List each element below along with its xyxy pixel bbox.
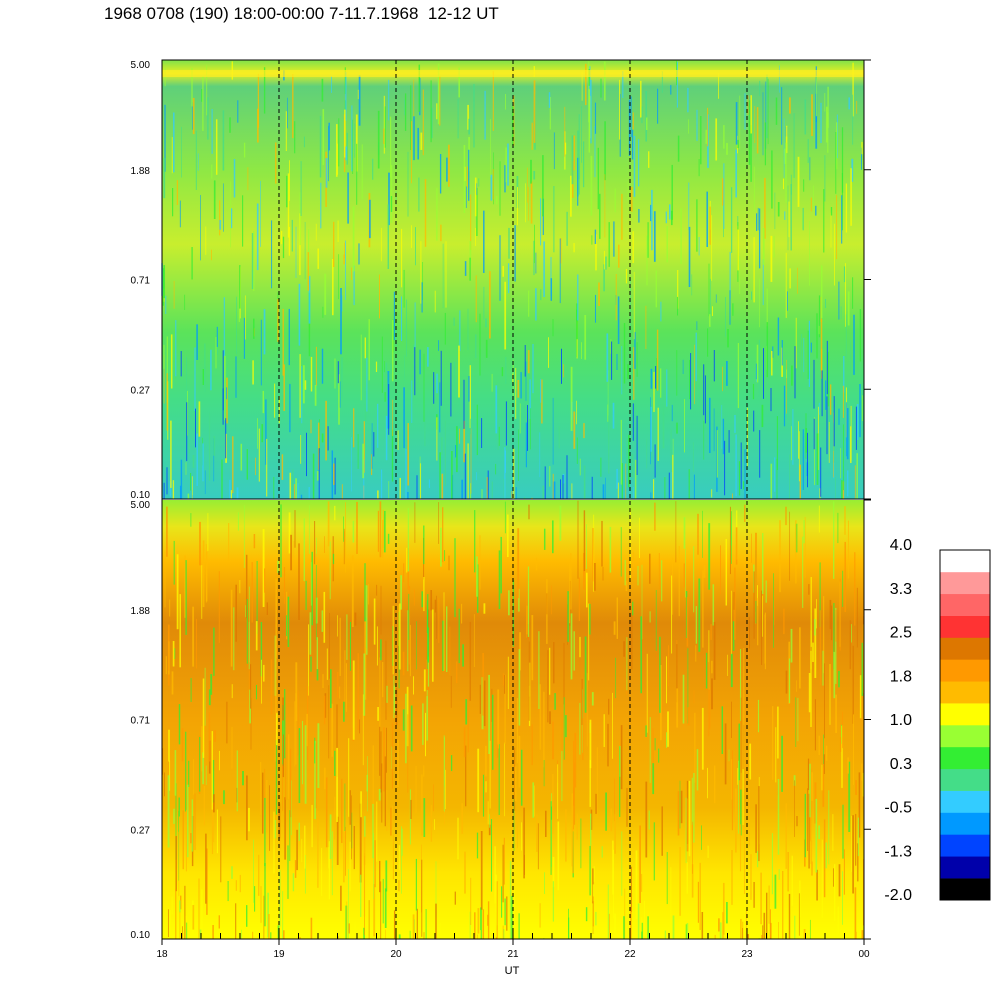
x-tick-label: 21 (507, 949, 519, 960)
colorbar-swatch (940, 637, 990, 660)
y-axes: 5.001.880.710.270.105.001.880.710.270.10 (131, 59, 871, 941)
x-tick-label: 19 (273, 949, 285, 960)
colorbar-label: -1.3 (884, 843, 912, 860)
colorbar-label: 1.0 (890, 712, 912, 729)
colorbar-label: -0.5 (884, 800, 912, 817)
y-tick-label: 0.27 (131, 385, 151, 396)
colorbar-label: 0.3 (890, 756, 912, 773)
y-tick-label: 0.10 (131, 930, 151, 941)
colorbar-label: 1.8 (890, 668, 912, 685)
y-tick-label: 1.88 (131, 606, 151, 617)
colorbar-swatch (940, 856, 990, 879)
colorbar-swatch (940, 571, 990, 595)
x-tick-label: 20 (390, 949, 402, 960)
colorbar-swatch (940, 790, 990, 813)
colorbar-swatch (940, 746, 990, 770)
colorbar-label: 3.3 (890, 581, 912, 598)
x-axis: 18 19 20 21 22 23 00 (156, 931, 870, 960)
top-band-streak (162, 70, 864, 77)
colorbar-swatch (940, 703, 990, 726)
y-tick-label: 0.71 (131, 716, 151, 727)
y-tick-label: 0.10 (131, 490, 151, 501)
x-tick-label: 22 (624, 949, 636, 960)
colorbar-label: -2.0 (884, 887, 912, 904)
colorbar-frame (939, 549, 991, 901)
colorbar-swatch (940, 615, 990, 638)
colorbar-label: 2.5 (890, 625, 912, 642)
x-tick-label: 00 (858, 949, 870, 960)
colorbar-swatch (940, 681, 990, 704)
y-tick-label: 5.00 (131, 60, 151, 71)
x-axis-label: UT (505, 965, 520, 977)
colorbar-swatch (940, 768, 990, 791)
colorbar-swatch (940, 550, 990, 573)
colorbar-swatch (940, 659, 990, 682)
colorbar: 4.0 3.3 2.5 1.8 1.0 0.3 -0.5 -1.3 -2.0 (884, 537, 991, 904)
y-tick-label: 0.27 (131, 825, 151, 836)
top-panel-texture (161, 60, 864, 499)
colorbar-swatch (940, 878, 990, 901)
colorbar-swatch (940, 593, 990, 616)
x-tick-label: 18 (156, 949, 168, 960)
bottom-panel-texture (161, 500, 865, 939)
colorbar-swatch (940, 812, 990, 835)
colorbar-swatch (940, 725, 990, 748)
y-tick-label: 0.71 (131, 276, 151, 287)
y-tick-label: 5.00 (131, 500, 151, 511)
chart-title: 1968 0708 (190) 18:00-00:00 7-11.7.1968 … (104, 4, 499, 23)
colorbar-swatch (940, 834, 990, 857)
x-tick-label: 23 (741, 949, 753, 960)
y-tick-label: 1.88 (131, 166, 151, 177)
colorbar-label: 4.0 (890, 537, 912, 554)
